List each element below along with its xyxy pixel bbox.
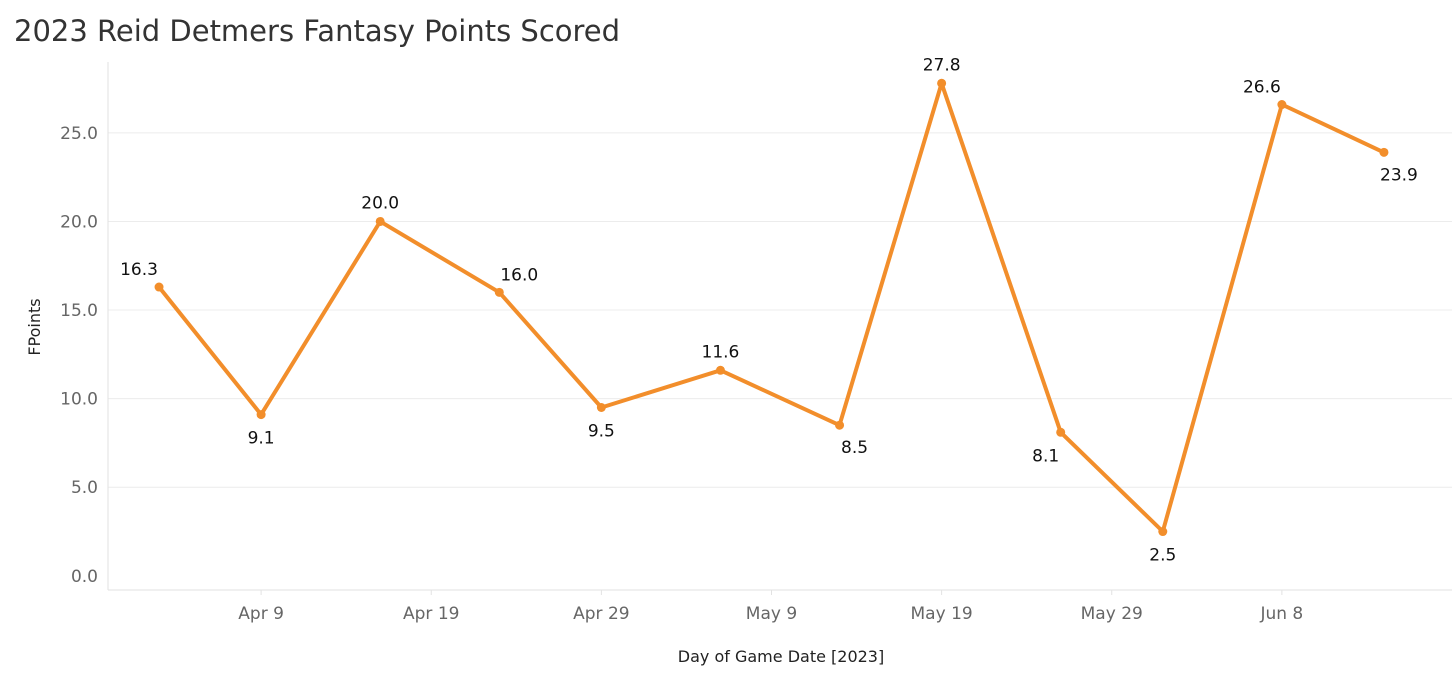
data-label: 26.6: [1243, 78, 1281, 98]
data-point: [1158, 527, 1168, 537]
data-point: [835, 420, 845, 430]
data-label: 27.8: [923, 55, 961, 75]
data-label: 8.1: [1032, 446, 1059, 466]
gridlines: [108, 132, 1452, 488]
y-axis-title: FPoints: [25, 298, 44, 355]
x-tick-label: Apr 19: [403, 604, 459, 624]
y-tick-label: 20.0: [60, 212, 98, 232]
data-labels: 16.3 9.1 20.0 16.0 9.5 11.6 8.5 27.8 8.1 2.5 26.6 2…: [120, 55, 1418, 565]
data-label: 9.5: [588, 422, 615, 442]
x-tick-label: May 9: [746, 604, 797, 624]
y-tick-label: 15.0: [60, 301, 98, 321]
data-point: [596, 403, 606, 413]
x-tick-label: May 19: [911, 604, 973, 624]
data-label: 2.5: [1149, 546, 1176, 566]
data-label: 11.6: [702, 342, 740, 362]
data-point: [494, 287, 504, 297]
x-axis-ticks: Apr 9 Apr 19 Apr 29 May 9 May 19 May 29 Jun 8: [238, 604, 1303, 624]
x-tick-label: Apr 29: [573, 604, 629, 624]
data-point: [1277, 100, 1287, 110]
y-axis-ticks: 0.0 5.0 10.0 15.0 20.0 25.0: [60, 124, 98, 587]
data-point: [937, 78, 947, 88]
data-label: 9.1: [248, 429, 275, 449]
x-axis-title: Day of Game Date [2023]: [678, 647, 884, 666]
data-label: 20.0: [361, 193, 399, 213]
data-label: 16.0: [500, 265, 538, 285]
data-label: 8.5: [841, 438, 868, 458]
x-tick-label: May 29: [1081, 604, 1143, 624]
y-tick-label: 25.0: [60, 124, 98, 144]
chart-title: 2023 Reid Detmers Fantasy Points Scored: [14, 14, 620, 48]
data-point: [1379, 147, 1389, 157]
series-line-layer: [157, 81, 1386, 534]
axes: [107, 62, 1452, 595]
y-tick-label: 5.0: [71, 478, 98, 498]
data-point: [154, 282, 164, 292]
y-tick-label: 0.0: [71, 567, 98, 587]
data-point: [256, 410, 266, 420]
data-point: [375, 216, 385, 226]
series-line: [157, 81, 1386, 534]
y-tick-label: 10.0: [60, 390, 98, 410]
data-point: [1056, 427, 1066, 437]
data-point: [715, 365, 725, 375]
data-points: [154, 78, 1389, 537]
data-label: 16.3: [120, 260, 158, 280]
x-tick-label: Jun 8: [1259, 604, 1303, 624]
data-label: 23.9: [1380, 165, 1418, 185]
x-tick-label: Apr 9: [238, 604, 284, 624]
